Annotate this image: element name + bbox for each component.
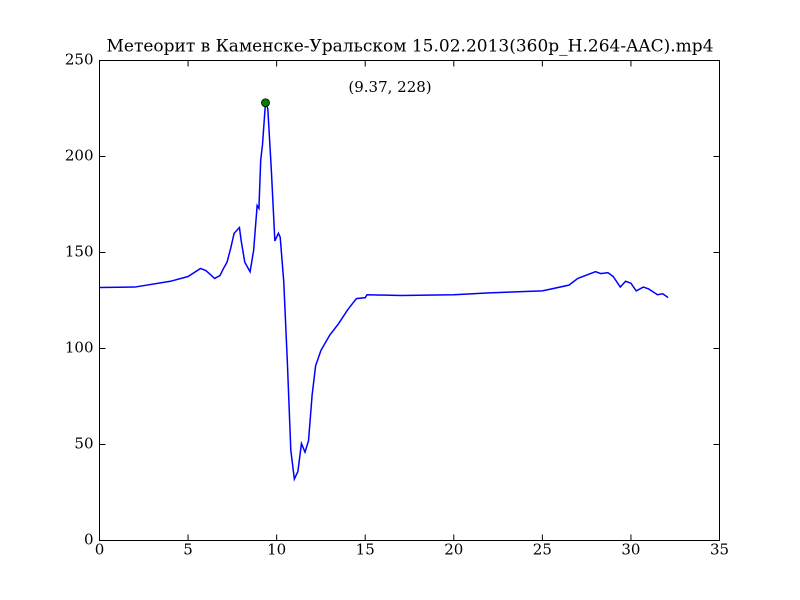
x-tick-label: 35	[710, 541, 729, 559]
line	[99, 102, 669, 482]
x-tick-label: 15	[356, 541, 375, 559]
y-tick-label: 150	[65, 243, 94, 261]
y-tick-label: 50	[74, 435, 93, 453]
chart-title: Метеорит в Каменске-Уральском 15.02.2013…	[106, 37, 713, 57]
x-tick-label: 25	[533, 541, 552, 559]
y-tick-label: 250	[65, 51, 94, 69]
y-tick-label: 0	[84, 531, 94, 549]
x-tick-label: 5	[183, 541, 193, 559]
y-tick-label: 200	[65, 147, 94, 165]
plot-frame	[99, 60, 720, 541]
x-tick-label: 30	[621, 541, 640, 559]
annotation: (9.37, 228)	[348, 78, 431, 96]
x-tick-label: 0	[95, 541, 105, 559]
x-tick-label: 20	[444, 541, 463, 559]
x-tick-label: 10	[267, 541, 286, 559]
peak-marker	[261, 98, 270, 108]
y-tick-label: 100	[65, 339, 94, 357]
